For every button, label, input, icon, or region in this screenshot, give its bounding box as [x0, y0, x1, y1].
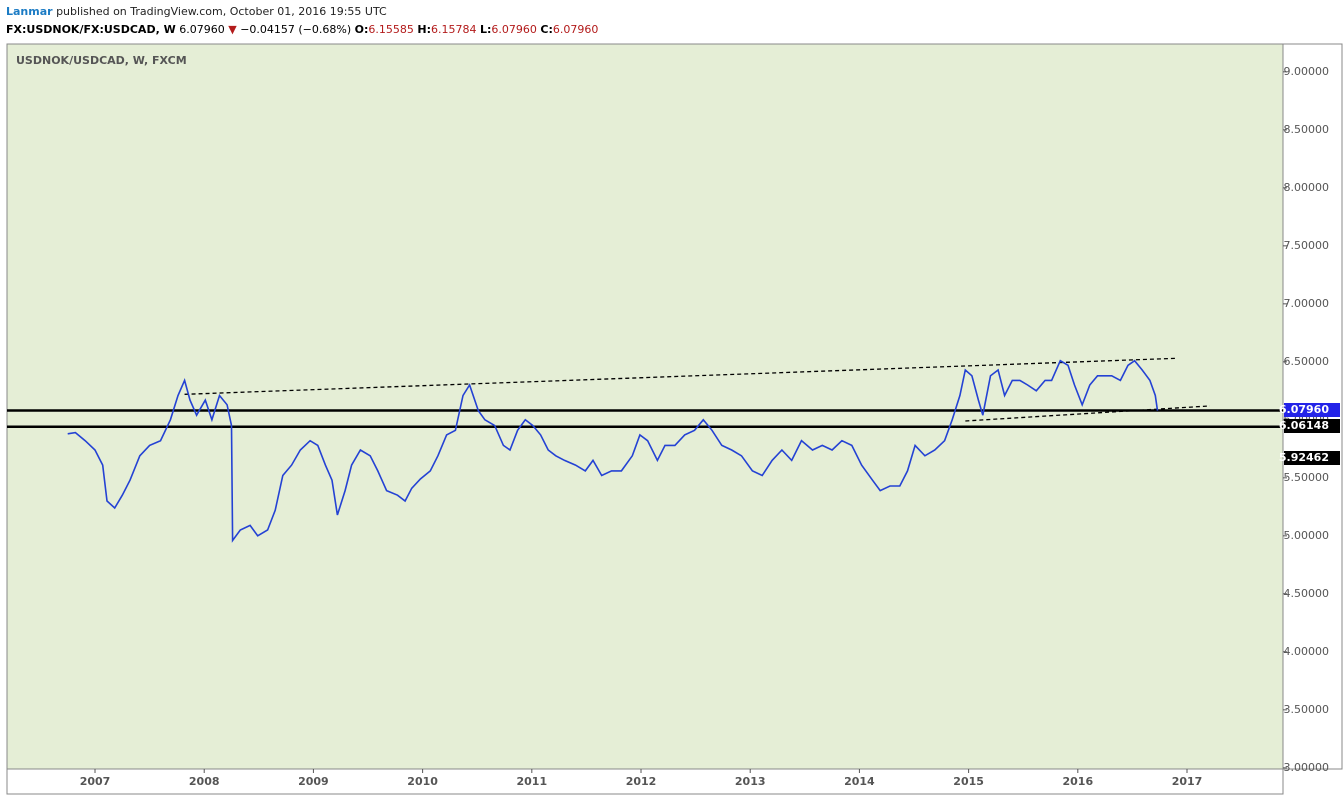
- ohlc-key: H:: [417, 23, 431, 36]
- x-tick-label: 2010: [407, 775, 438, 788]
- y-tick-label: 3.50000: [1284, 703, 1330, 716]
- x-tick-label: 2014: [844, 775, 875, 788]
- x-tick-label: 2007: [80, 775, 111, 788]
- y-tick-label: 8.00000: [1284, 181, 1330, 194]
- x-tick-label: 2013: [735, 775, 766, 788]
- ohlc-key: C:: [540, 23, 552, 36]
- x-tick-label: 2009: [298, 775, 329, 788]
- change: −0.04157 (−0.68%): [240, 23, 351, 36]
- y-tick-label: 4.50000: [1284, 587, 1330, 600]
- price-line: [67, 359, 1159, 543]
- x-tick-label: 2017: [1172, 775, 1203, 788]
- symbol: FX:USDNOK/FX:USDCAD, W: [6, 23, 176, 36]
- price-badge-label: 6.07960: [1279, 403, 1329, 416]
- x-tick-label: 2008: [189, 775, 220, 788]
- last: 6.07960: [179, 23, 225, 36]
- arrow: ▼: [228, 23, 237, 36]
- y-tick-label: 4.00000: [1284, 645, 1330, 658]
- published: published on TradingView.com, October 01…: [56, 5, 387, 18]
- y-tick-label: 5.00000: [1284, 529, 1330, 542]
- header-line: Lanmar published on TradingView.com, Oct…: [6, 5, 387, 18]
- ohlc-value: 6.15784: [431, 23, 477, 36]
- y-tick-label: 9.00000: [1284, 65, 1330, 78]
- ohlc-value: 6.15585: [368, 23, 414, 36]
- plot-area: [6, 43, 1284, 770]
- trendline: [965, 405, 1210, 422]
- y-tick-label: 7.50000: [1284, 239, 1330, 252]
- price-badge: [1284, 403, 1340, 417]
- price-badge: [1284, 451, 1340, 465]
- ohlc-value: 6.07960: [553, 23, 599, 36]
- author[interactable]: Lanmar: [6, 5, 53, 18]
- ohlc-key: O:: [355, 23, 369, 36]
- price-badge-label: 6.06148: [1279, 419, 1329, 432]
- price-badge: [1284, 419, 1340, 433]
- x-tick-label: 2011: [517, 775, 548, 788]
- time-axis: [6, 768, 1284, 795]
- x-tick-label: 2015: [953, 775, 984, 788]
- x-tick-label: 2012: [626, 775, 657, 788]
- ohlc-value: 6.07960: [491, 23, 537, 36]
- x-tick-label: 2016: [1063, 775, 1094, 788]
- price-badge-label: 5.92462: [1279, 451, 1329, 464]
- y-tick-label: 3.00000: [1284, 761, 1330, 774]
- chart-title: USDNOK/USDCAD, W, FXCM: [16, 54, 187, 67]
- symbol-line: FX:USDNOK/FX:USDCAD, W 6.07960 ▼ −0.0415…: [6, 23, 598, 36]
- y-tick-label: 5.50000: [1284, 471, 1330, 484]
- ohlc-key: L:: [480, 23, 491, 36]
- y-tick-label: 7.00000: [1284, 297, 1330, 310]
- y-tick-label: 6.50000: [1284, 355, 1330, 368]
- y-tick-label: 8.50000: [1284, 123, 1330, 136]
